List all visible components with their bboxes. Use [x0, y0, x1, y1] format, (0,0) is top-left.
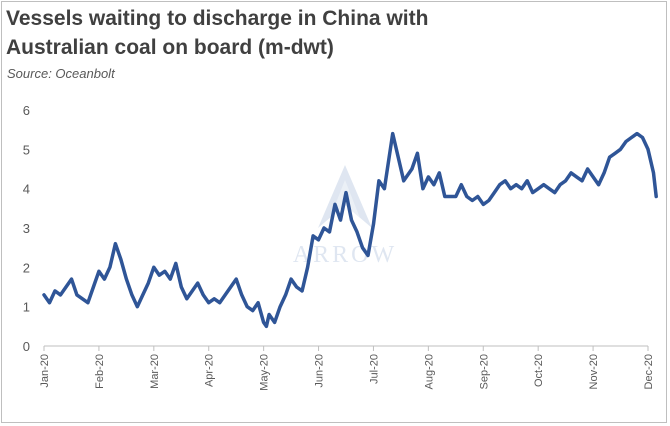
- series-line: [42, 131, 658, 329]
- y-tick-label: 0: [23, 339, 30, 354]
- x-axis-ticks: Jan-20 Feb-20 Mar-20 Apr-20 May-20 Jun-20 Jul-…: [39, 346, 655, 391]
- x-tick-label: Mar-20: [149, 354, 161, 389]
- x-tick-label: Aug-20: [423, 354, 435, 389]
- chart-title: Vessels waiting to discharge in China wi…: [6, 4, 606, 62]
- y-tick-label: 3: [23, 221, 30, 236]
- y-axis-ticks: 0 1 2 3 4 5 6: [23, 103, 30, 354]
- y-tick-label: 6: [23, 103, 30, 118]
- y-tick-label: 2: [23, 260, 30, 275]
- x-tick-label: Jun-20: [314, 354, 326, 388]
- x-tick-label: Jan-20: [39, 354, 51, 388]
- x-tick-label: Apr-20: [204, 354, 216, 387]
- title-line-1: Vessels waiting to discharge in China wi…: [6, 7, 429, 30]
- x-tick-label: Jul-20: [368, 354, 380, 384]
- y-tick-label: 4: [23, 182, 30, 197]
- x-tick-label: Feb-20: [94, 354, 106, 389]
- x-tick-label: Oct-20: [533, 354, 545, 387]
- chart-subtitle: Source: Oceanbolt: [7, 66, 115, 81]
- x-tick-label: Dec-20: [643, 354, 655, 389]
- title-line-2: Australian coal on board (m-dwt): [6, 36, 334, 59]
- x-tick-label: Nov-20: [588, 354, 600, 389]
- x-tick-label: Sep-20: [478, 354, 490, 389]
- y-tick-label: 1: [23, 300, 30, 315]
- x-tick-label: May-20: [259, 354, 271, 391]
- y-tick-label: 5: [23, 142, 30, 157]
